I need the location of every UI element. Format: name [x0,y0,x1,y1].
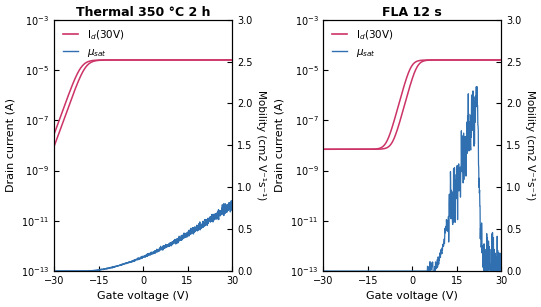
X-axis label: Gate voltage (V): Gate voltage (V) [366,291,458,301]
Legend: I$_d$(30V), $\mu_{sat}$: I$_d$(30V), $\mu_{sat}$ [60,25,127,62]
Y-axis label: Mobility (cm2 V⁻¹s⁻¹): Mobility (cm2 V⁻¹s⁻¹) [525,90,536,200]
Title: FLA 12 s: FLA 12 s [382,6,442,18]
X-axis label: Gate voltage (V): Gate voltage (V) [97,291,189,301]
Legend: I$_d$(30V), $\mu_{sat}$: I$_d$(30V), $\mu_{sat}$ [328,25,397,62]
Title: Thermal 350 °C 2 h: Thermal 350 °C 2 h [76,6,210,18]
Y-axis label: Mobility (cm2 V⁻¹s⁻¹): Mobility (cm2 V⁻¹s⁻¹) [256,90,266,200]
Y-axis label: Drain current (A): Drain current (A) [5,98,16,192]
Y-axis label: Drain current (A): Drain current (A) [275,98,285,192]
